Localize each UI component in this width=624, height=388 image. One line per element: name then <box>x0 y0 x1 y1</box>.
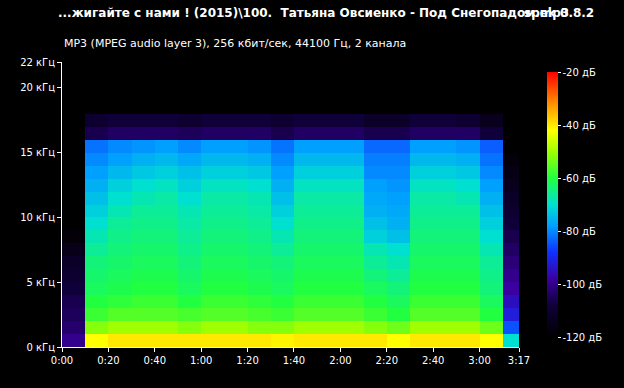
svg-text:1:40: 1:40 <box>283 355 305 366</box>
svg-text:2:20: 2:20 <box>376 355 398 366</box>
svg-text:2:00: 2:00 <box>329 355 351 366</box>
svg-text:1:20: 1:20 <box>236 355 258 366</box>
svg-text:1:00: 1:00 <box>190 355 212 366</box>
svg-text:-80 дБ: -80 дБ <box>563 226 596 237</box>
svg-text:...жигайте с нами ! (2015)\100: ...жигайте с нами ! (2015)\100. Татьяна … <box>58 6 569 20</box>
svg-text:2:40: 2:40 <box>422 355 444 366</box>
svg-text:-20 дБ: -20 дБ <box>563 67 596 78</box>
svg-text:0:20: 0:20 <box>97 355 119 366</box>
svg-text:-40 дБ: -40 дБ <box>563 120 596 131</box>
svg-text:-100 дБ: -100 дБ <box>563 279 603 290</box>
svg-text:0 кГц: 0 кГц <box>27 342 56 353</box>
svg-text:-120 дБ: -120 дБ <box>563 332 603 343</box>
svg-text:spek 0.8.2: spek 0.8.2 <box>524 6 594 20</box>
svg-text:MP3 (MPEG audio layer 3), 256: MP3 (MPEG audio layer 3), 256 кбит/сек, … <box>64 37 406 50</box>
svg-text:3:00: 3:00 <box>468 355 490 366</box>
svg-text:0:00: 0:00 <box>51 355 73 366</box>
svg-text:20 кГц: 20 кГц <box>20 82 55 93</box>
svg-text:22 кГц: 22 кГц <box>20 57 55 68</box>
svg-text:5 кГц: 5 кГц <box>27 277 56 288</box>
svg-text:3:17: 3:17 <box>508 355 530 366</box>
svg-text:10 кГц: 10 кГц <box>20 212 55 223</box>
svg-text:0:40: 0:40 <box>144 355 166 366</box>
svg-text:15 кГц: 15 кГц <box>20 147 55 158</box>
svg-text:-60 дБ: -60 дБ <box>563 173 596 184</box>
